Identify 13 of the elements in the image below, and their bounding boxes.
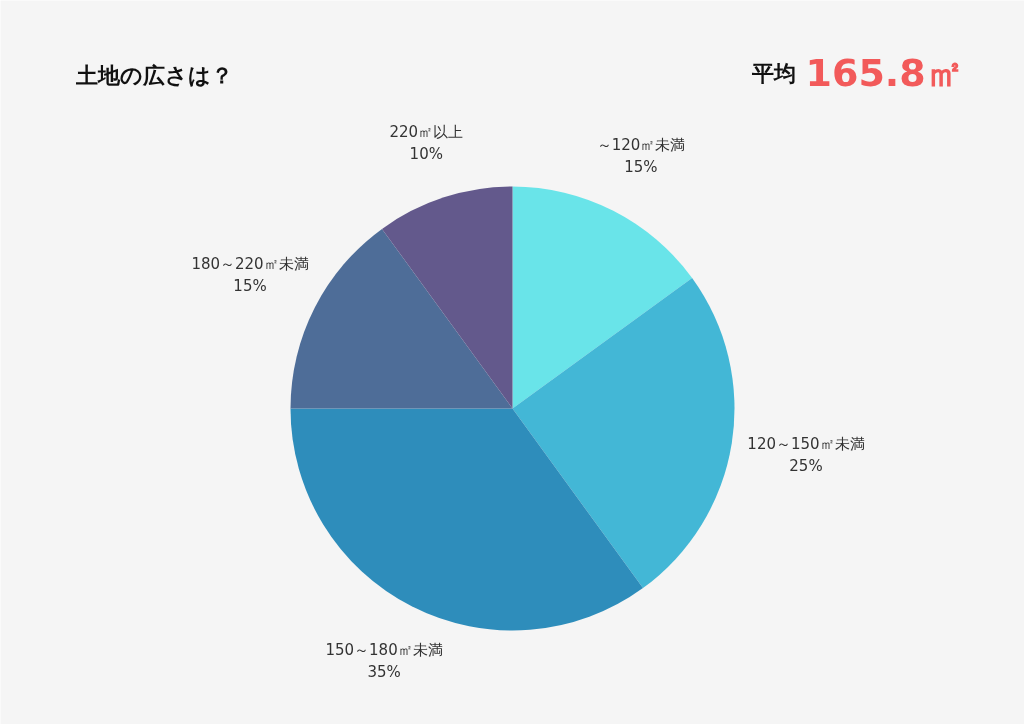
slice-label: 220㎡以上 <box>389 123 464 142</box>
data-label: 25% <box>789 456 823 475</box>
text: 平均 <box>750 61 796 86</box>
data-label: 10% <box>409 145 443 164</box>
data-label: 35% <box>367 662 401 681</box>
data-label: 15% <box>233 276 267 295</box>
slice-label: 180～220㎡未満 <box>191 254 309 273</box>
data-label: 15% <box>624 158 658 177</box>
slice-label: ～120㎡未満 <box>596 136 686 155</box>
slice-label: 150～180㎡未満 <box>325 640 443 659</box>
slice-label: 120～150㎡未満 <box>747 434 865 453</box>
chart-title: 土地の広さは？ <box>74 63 233 88</box>
text: 165.8㎡ <box>805 50 964 95</box>
